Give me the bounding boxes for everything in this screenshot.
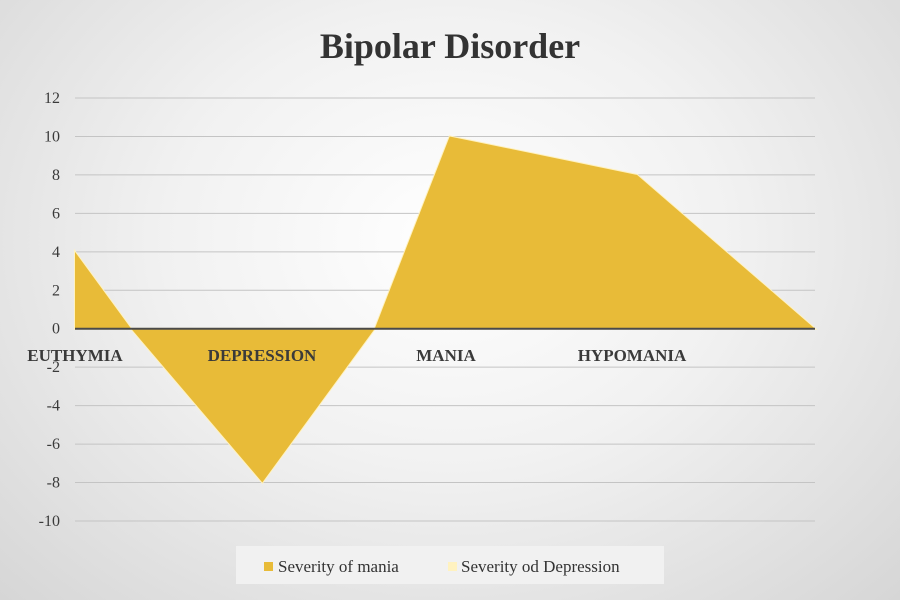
y-tick-label: 6 [52,205,60,222]
chart-areas [74,135,818,485]
y-tick-label: 8 [52,167,60,184]
y-tick-label: -4 [47,398,60,415]
y-axis-ticks: 12 10 8 6 4 2 0 -2 -4 -6 -8 -10 [39,90,60,530]
y-tick-label: -2 [47,359,60,376]
x-category-label: HYPOMANIA [578,346,687,365]
chart-title: Bipolar Disorder [320,26,580,66]
legend-swatch-depression [448,562,457,571]
y-tick-label: 4 [52,244,60,261]
y-tick-label: 0 [52,321,60,338]
y-tick-label: -10 [39,513,60,530]
y-tick-label: 2 [52,282,60,299]
legend-label-depression: Severity od Depression [461,557,620,576]
x-category-label: EUTHYMIA [27,346,123,365]
x-category-label: DEPRESSION [208,346,317,365]
legend-swatch-mania [264,562,273,571]
y-tick-label: -8 [47,475,60,492]
y-tick-label: 12 [44,90,60,107]
y-tick-label: 10 [44,128,60,145]
legend: Severity of mania Severity od Depression [236,546,664,584]
area-series-0 [75,136,815,483]
x-category-label: MANIA [416,346,476,365]
x-axis-labels: EUTHYMIA DEPRESSION MANIA HYPOMANIA [27,346,687,365]
legend-label-mania: Severity of mania [278,557,399,576]
y-tick-label: -6 [47,436,60,453]
